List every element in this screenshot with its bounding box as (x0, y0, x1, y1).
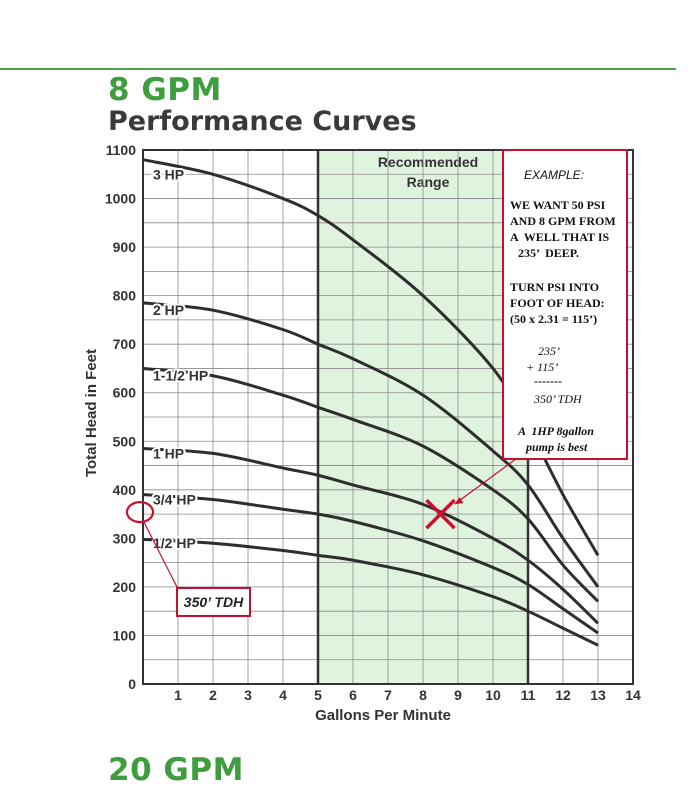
example-pointer-arrowhead (454, 497, 464, 505)
example-line: + 115’ (526, 360, 559, 374)
plot-frame (142, 149, 634, 685)
y-tick-label: 900 (113, 239, 137, 255)
x-axis-title: Gallons Per Minute (315, 707, 451, 724)
y-tick-label: 0 (128, 676, 136, 692)
x-tick-label: 8 (419, 687, 427, 703)
x-tick-label: 14 (625, 687, 641, 703)
tdh-callout: 350’ TDH (176, 587, 251, 617)
example-line: 350’ TDH (534, 392, 582, 406)
series-label: 3/4 HP (153, 492, 196, 508)
example-line: WE WANT 50 PSI (510, 198, 606, 212)
example-line: A WELL THAT IS (510, 230, 610, 244)
operating-point-marker (425, 498, 456, 530)
x-tick-label: 11 (521, 687, 536, 703)
recommended-range-label: Range (407, 174, 450, 190)
x-tick-label: 7 (384, 687, 392, 703)
series-label: 1 HP (153, 445, 184, 461)
page-title: 8 GPM (108, 72, 222, 108)
example-line: AND 8 GPM FROM (510, 214, 616, 228)
series-label: 3 HP (153, 166, 184, 182)
y-tick-label: 500 (113, 433, 137, 449)
y-tick-label: 600 (113, 385, 137, 401)
x-tick-label: 12 (555, 687, 571, 703)
x-tick-label: 5 (314, 687, 322, 703)
series-label: 2 HP (153, 302, 184, 318)
chart-annotations (125, 458, 517, 590)
y-tick-label: 400 (113, 482, 137, 498)
series-line (142, 537, 599, 647)
chart-series-labels: 3 HP 2 HP 1-1/2 HP 1 HP 3/4 HP 1/2 HP (151, 164, 210, 553)
series-line (142, 447, 600, 625)
x-tick-label: 10 (485, 687, 501, 703)
example-line: pump is best (526, 440, 588, 454)
tdh-circle-marker (125, 500, 155, 524)
chart-axes (142, 149, 634, 685)
y-tick-label: 100 (113, 627, 137, 643)
series-label: 1/2 HP (153, 535, 196, 551)
example-callout: EXAMPLE: WE WANT 50 PSI AND 8 GPM FROM A… (502, 149, 628, 460)
x-tick-label: 4 (279, 687, 287, 703)
example-line: 235’ (538, 344, 560, 358)
x-tick-label: 13 (590, 687, 606, 703)
example-title: EXAMPLE: (524, 168, 585, 182)
top-rule (0, 68, 676, 70)
y-tick-label: 300 (113, 530, 137, 546)
y-tick-label: 700 (113, 336, 137, 352)
series-label: 1-1/2 HP (153, 368, 208, 384)
x-tick-label: 2 (209, 687, 217, 703)
x-tick-label: 1 (174, 687, 182, 703)
chart-series (142, 158, 600, 647)
tdh-pointer-line (143, 521, 179, 590)
series-line (142, 493, 599, 635)
x-tick-label: 9 (454, 687, 462, 703)
series-line (142, 301, 600, 588)
y-tick-label: 800 (113, 288, 137, 304)
example-line: FOOT OF HEAD: (510, 296, 605, 310)
example-line: ------- (534, 374, 562, 388)
example-line: TURN PSI INTO (510, 280, 600, 294)
example-line: A 1HP 8gallon (518, 424, 594, 438)
page-subtitle: Performance Curves (108, 106, 417, 137)
example-line: 235’ DEEP. (518, 246, 580, 260)
example-pointer-line (454, 458, 517, 505)
x-tick-label: 3 (244, 687, 252, 703)
x-tick-label: 6 (349, 687, 357, 703)
example-line: (50 x 2.31 = 115’) (510, 312, 598, 326)
y-axis-title: Total Head in Feet (83, 349, 100, 477)
recommended-range-label: Recommended (378, 154, 478, 170)
series-line (142, 366, 600, 603)
y-tick-label: 200 (113, 579, 137, 595)
y-tick-label: 1100 (106, 142, 137, 158)
y-tick-label: 1000 (105, 191, 136, 207)
